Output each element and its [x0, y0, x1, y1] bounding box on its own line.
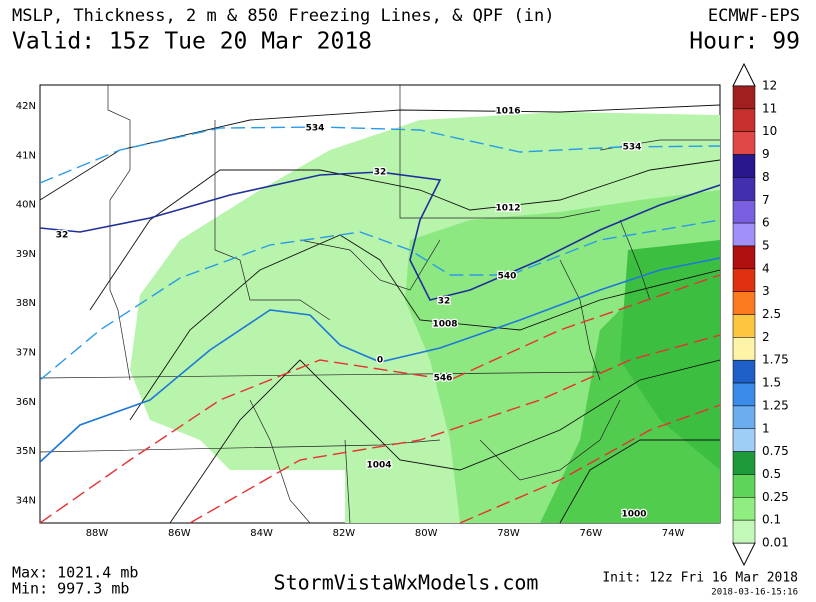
lon-label: 82W [333, 528, 356, 539]
lon-label: 84W [250, 528, 273, 539]
legend-label: 7 [762, 193, 770, 207]
legend-label: 0.25 [762, 490, 789, 504]
max-pressure: Max: 1021.4 mb [12, 564, 138, 582]
legend-swatch [732, 519, 756, 544]
isobars [40, 104, 720, 523]
legend-swatch [732, 154, 756, 178]
legend-swatch [732, 359, 756, 384]
lat-label: 38N [16, 298, 36, 309]
legend-swatch [732, 314, 756, 338]
legend-swatch [732, 108, 756, 132]
timestamp: 2018-03-16-15:16 [711, 588, 798, 598]
thickness-546 [40, 274, 720, 523]
freezing-2m [40, 171, 720, 301]
legend-label: 11 [762, 101, 777, 115]
contour-label: 546 [434, 374, 453, 384]
legend-swatch [732, 451, 756, 475]
lat-label: 34N [16, 495, 36, 506]
freezing-850 [40, 257, 720, 463]
legend-swatch [732, 222, 756, 247]
lat-label: 37N [16, 348, 36, 359]
lon-label: 78W [497, 528, 520, 539]
legend-label: 1 [762, 421, 770, 435]
legend-label: 2.5 [762, 307, 781, 321]
lat-label: 42N [16, 101, 36, 112]
legend-swatch [732, 428, 756, 452]
site-name: StormVistaWxModels.com [274, 571, 539, 595]
title: MSLP, Thickness, 2 m & 850 Freezing Line… [12, 6, 554, 26]
legend-swatch [732, 131, 756, 155]
forecast-hour: Hour: 99 [689, 29, 800, 55]
lon-label: 86W [168, 528, 191, 539]
contour-label: 32 [56, 231, 69, 241]
legend-swatch [732, 337, 756, 361]
legend-label: 0.75 [762, 444, 789, 458]
contour-label: 1012 [495, 204, 520, 214]
legend-swatch [732, 405, 756, 429]
map [39, 84, 721, 524]
qpf-heavier [620, 240, 720, 470]
contour-label: 32 [374, 168, 387, 178]
lon-label: 80W [415, 528, 438, 539]
thickness-534-540 [40, 126, 720, 381]
contour-label: 0 [377, 356, 383, 366]
contour-label: 540 [498, 272, 517, 282]
legend-label: 4 [762, 261, 770, 275]
legend-label: 1.5 [762, 376, 781, 390]
legend-label: 0.01 [762, 536, 789, 550]
legend-swatch [732, 268, 756, 292]
contour-label: 32 [438, 297, 451, 307]
legend-swatch [732, 177, 756, 201]
lon-label: 74W [662, 528, 685, 539]
valid-time: Valid: 15z Tue 20 Mar 2018 [12, 29, 372, 55]
legend-swatch [732, 474, 756, 498]
legend-label: 1.75 [762, 353, 789, 367]
model: ECMWF-EPS [708, 6, 800, 26]
legend-cap [732, 542, 756, 567]
legend: 12 11 10 9 8 7 6 5 4 3 2.5 2 1.75 1.5 1.25 1 0.75 0.5 0.25… [732, 62, 789, 567]
lat-label: 41N [16, 150, 36, 161]
legend-label: 2 [762, 330, 770, 344]
init-time: Init: 12z Fri 16 Mar 2018 [602, 571, 798, 586]
legend-label: 1.25 [762, 398, 789, 412]
borders [40, 85, 720, 523]
legend-swatch [732, 291, 756, 315]
lat-label: 40N [16, 200, 36, 211]
contour-label: 1000 [621, 510, 646, 520]
legend-swatch [732, 200, 756, 224]
lat-label: 39N [16, 249, 36, 260]
contour-label: 534 [623, 143, 642, 153]
lon-label: 76W [579, 528, 602, 539]
legend-label: 0.1 [762, 513, 781, 527]
legend-swatch [732, 245, 756, 270]
legend-swatch [732, 85, 756, 110]
contour-label: 534 [306, 124, 325, 134]
legend-label: 0.5 [762, 467, 781, 481]
lat-label: 35N [16, 446, 36, 457]
legend-label: 10 [762, 124, 777, 138]
legend-cap [732, 62, 756, 87]
legend-label: 3 [762, 284, 770, 298]
lat-label: 36N [16, 397, 36, 408]
min-pressure: Min: 997.3 mb [12, 580, 129, 598]
legend-label: 9 [762, 147, 770, 161]
legend-label: 5 [762, 238, 770, 252]
legend-swatch [732, 382, 756, 407]
contour-label: 1016 [495, 107, 520, 117]
legend-label: 12 [762, 79, 777, 93]
contour-label: 1004 [366, 461, 391, 471]
lon-label: 88W [86, 528, 109, 539]
legend-label: 8 [762, 170, 770, 184]
contour-label: 1008 [432, 320, 457, 330]
legend-label: 6 [762, 216, 770, 230]
legend-swatch [732, 497, 756, 521]
